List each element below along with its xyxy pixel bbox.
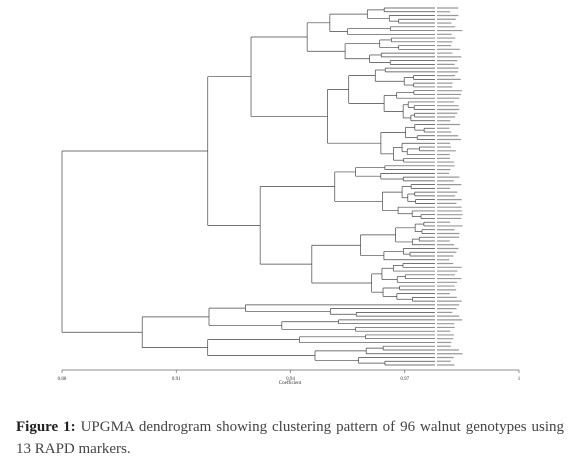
dendrogram: Coefficient 0.88 0.91 0.94 0.97 1 bbox=[58, 7, 521, 386]
leaf-labels bbox=[437, 7, 463, 366]
axis-label: Coefficient bbox=[279, 381, 302, 386]
caption-label: Figure 1: bbox=[16, 419, 76, 435]
tick-label: 0.94 bbox=[286, 377, 295, 382]
tick-label: 0.91 bbox=[172, 377, 181, 382]
tick-label: 0.88 bbox=[58, 377, 67, 382]
caption-text: UPGMA dendrogram showing clustering patt… bbox=[16, 419, 565, 457]
tick-label: 0.97 bbox=[400, 377, 409, 382]
caption: Figure 1: UPGMA dendrogram showing clust… bbox=[16, 416, 564, 460]
tick-label: 1 bbox=[518, 377, 521, 382]
tree-lines bbox=[61, 7, 435, 366]
